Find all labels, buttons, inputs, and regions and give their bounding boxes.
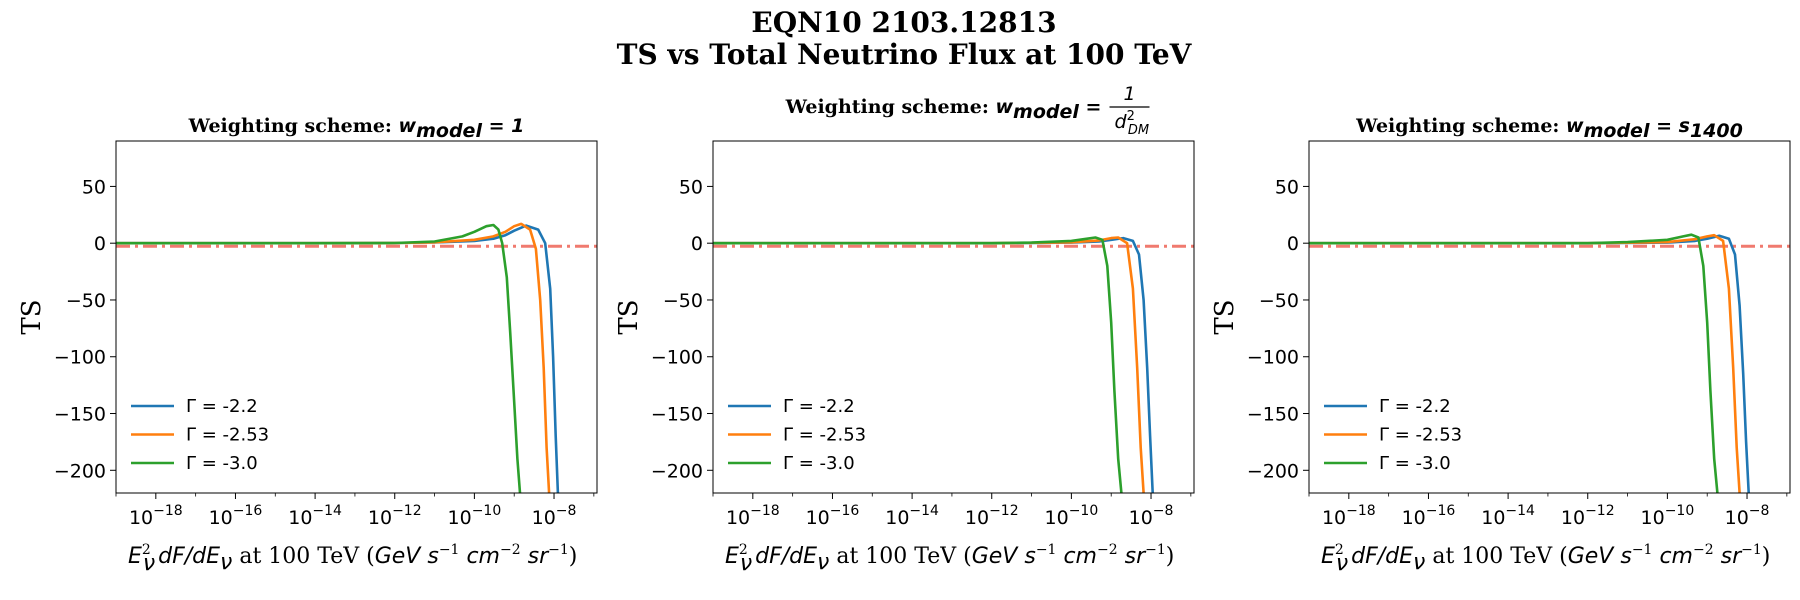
series-line-3 [116, 223, 522, 493]
series-line-1 [713, 236, 1154, 493]
legend-label-2: Γ = -2.53 [783, 425, 866, 446]
y-tick-label: −100 [1247, 347, 1299, 369]
x-tick-label: 10−14 [288, 503, 342, 529]
x-tick-label: 10−10 [1641, 503, 1695, 529]
legend-label-1: Γ = -2.2 [1379, 396, 1451, 417]
plot-frame [1308, 140, 1791, 494]
legend-label-3: Γ = -3.0 [186, 453, 258, 474]
plot-frame [115, 140, 598, 494]
x-axis-label: E2 ν dF/dEν at 100 TeV (GeV s−1 cm−2 sr−1) [1321, 542, 1770, 576]
legend-label-2: Γ = -2.53 [1379, 425, 1462, 446]
series-line-3 [713, 236, 1123, 493]
legend-label-3: Γ = -3.0 [1379, 453, 1451, 474]
panel-title: Weighting scheme: wmodel = [785, 96, 1102, 123]
y-tick-label: −150 [54, 404, 106, 426]
y-tick-label: −150 [1247, 404, 1299, 426]
title-fraction-numerator: 1 [1123, 83, 1135, 105]
x-tick-label: 10−8 [532, 503, 577, 529]
legend-label-1: Γ = -2.2 [783, 396, 855, 417]
y-axis-label: TS [17, 299, 47, 334]
figure-suptitle-line2: TS vs Total Neutrino Flux at 100 TeV [617, 38, 1193, 71]
x-tick-label: 10−14 [1481, 503, 1535, 529]
series-line-1 [1309, 234, 1750, 493]
legend-label-3: Γ = -3.0 [783, 453, 855, 474]
y-tick-label: 0 [691, 233, 703, 255]
x-tick-label: 10−10 [448, 503, 502, 529]
x-tick-label: 10−8 [1129, 503, 1174, 529]
x-tick-label: 10−12 [965, 503, 1019, 529]
y-tick-label: 0 [94, 233, 106, 255]
y-axis-label: TS [614, 299, 644, 334]
x-axis-label: E2 ν dF/dEν at 100 TeV (GeV s−1 cm−2 sr−1) [128, 542, 577, 576]
chart-panel-2: 50 0 −50 −100 −150 −200 10−18 10−16 10−14 10−12 10… [614, 83, 1195, 576]
x-tick-label: 10−12 [368, 503, 422, 529]
x-tick-label: 10−14 [885, 503, 939, 529]
y-tick-label: −200 [1247, 460, 1299, 482]
chart-panel-3: 50 0 −50 −100 −150 −200 10−18 10−16 10−14 10−12 10… [1210, 115, 1791, 576]
x-tick-label: 10−16 [1402, 503, 1456, 529]
series-line-3 [1309, 233, 1719, 493]
y-tick-label: −50 [66, 290, 106, 312]
plot-frame [712, 140, 1195, 494]
x-tick-label: 10−10 [1045, 503, 1099, 529]
y-tick-label: −50 [663, 290, 703, 312]
legend-label-2: Γ = -2.53 [186, 425, 269, 446]
panel-title: Weighting scheme: wmodel = s1400 [1355, 115, 1743, 142]
y-tick-label: 0 [1287, 233, 1299, 255]
x-tick-label: 10−18 [1322, 503, 1376, 529]
chart-panel-1: 50 0 −50 −100 −150 −200 10−18 10−16 10−14 10−12 10… [17, 115, 598, 576]
figure-suptitle-line1: EQN10 2103.12813 [751, 6, 1056, 39]
y-tick-label: −150 [651, 404, 703, 426]
x-tick-label: 10−8 [1725, 503, 1770, 529]
title-fraction-denominator: d2 DM [1115, 109, 1150, 138]
x-tick-label: 10−16 [806, 503, 860, 529]
y-tick-label: −50 [1259, 290, 1299, 312]
series-line-1 [116, 224, 560, 493]
y-tick-label: 50 [1275, 176, 1299, 198]
x-tick-label: 10−12 [1561, 503, 1615, 529]
y-tick-label: −200 [651, 460, 703, 482]
y-tick-label: −100 [651, 347, 703, 369]
y-axis-label: TS [1210, 299, 1240, 334]
y-tick-label: −100 [54, 347, 106, 369]
x-axis-label: E2 ν dF/dEν at 100 TeV (GeV s−1 cm−2 sr−1) [725, 542, 1174, 576]
x-tick-label: 10−18 [129, 503, 183, 529]
x-tick-label: 10−16 [209, 503, 263, 529]
series-line-2 [116, 222, 551, 493]
panel-title: Weighting scheme: wmodel = 1 [188, 115, 525, 142]
y-tick-label: 50 [679, 176, 703, 198]
y-tick-label: 50 [82, 176, 106, 198]
legend-label-1: Γ = -2.2 [186, 396, 258, 417]
y-tick-label: −200 [54, 460, 106, 482]
series-line-2 [713, 236, 1145, 493]
x-tick-label: 10−18 [726, 503, 780, 529]
series-line-2 [1309, 233, 1741, 493]
